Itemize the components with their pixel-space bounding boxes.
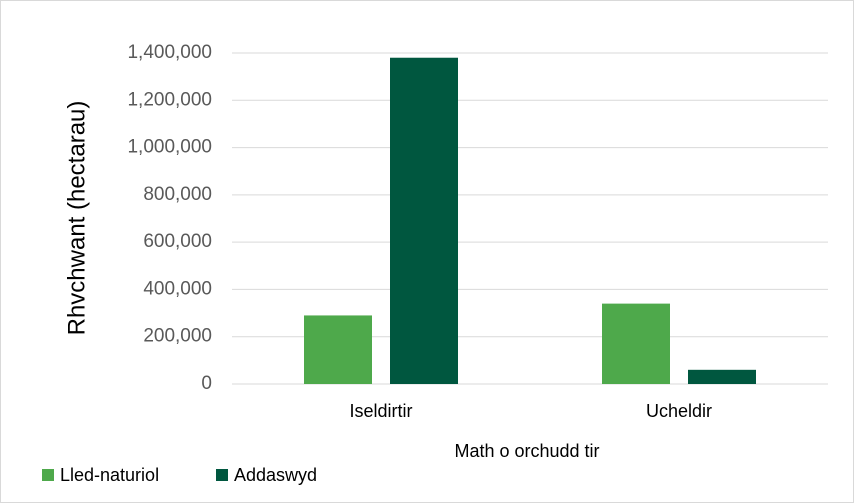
legend-label: Addaswyd <box>234 465 317 485</box>
bar <box>390 57 458 384</box>
y-tick-label: 0 <box>201 373 212 394</box>
legend-swatch <box>42 469 54 481</box>
x-axis-title: Math o orchudd tir <box>454 441 599 461</box>
x-tick-label: Ucheldir <box>646 401 712 421</box>
bar <box>602 303 670 384</box>
y-tick-label: 1,200,000 <box>127 89 212 110</box>
legend-swatch <box>216 469 228 481</box>
y-tick-label: 1,000,000 <box>127 137 212 158</box>
y-tick-label: 600,000 <box>143 231 212 252</box>
bar <box>688 369 756 384</box>
x-tick-label: Iseldirtir <box>349 401 412 421</box>
legend-label: Lled-naturiol <box>60 465 159 485</box>
y-tick-label: 200,000 <box>143 326 212 347</box>
y-axis-title: Rhvchwant (hectarau) <box>63 101 90 336</box>
bar <box>304 315 372 384</box>
y-tick-label: 1,400,000 <box>127 42 212 63</box>
y-tick-label: 800,000 <box>143 184 212 205</box>
y-tick-label: 400,000 <box>143 278 212 299</box>
